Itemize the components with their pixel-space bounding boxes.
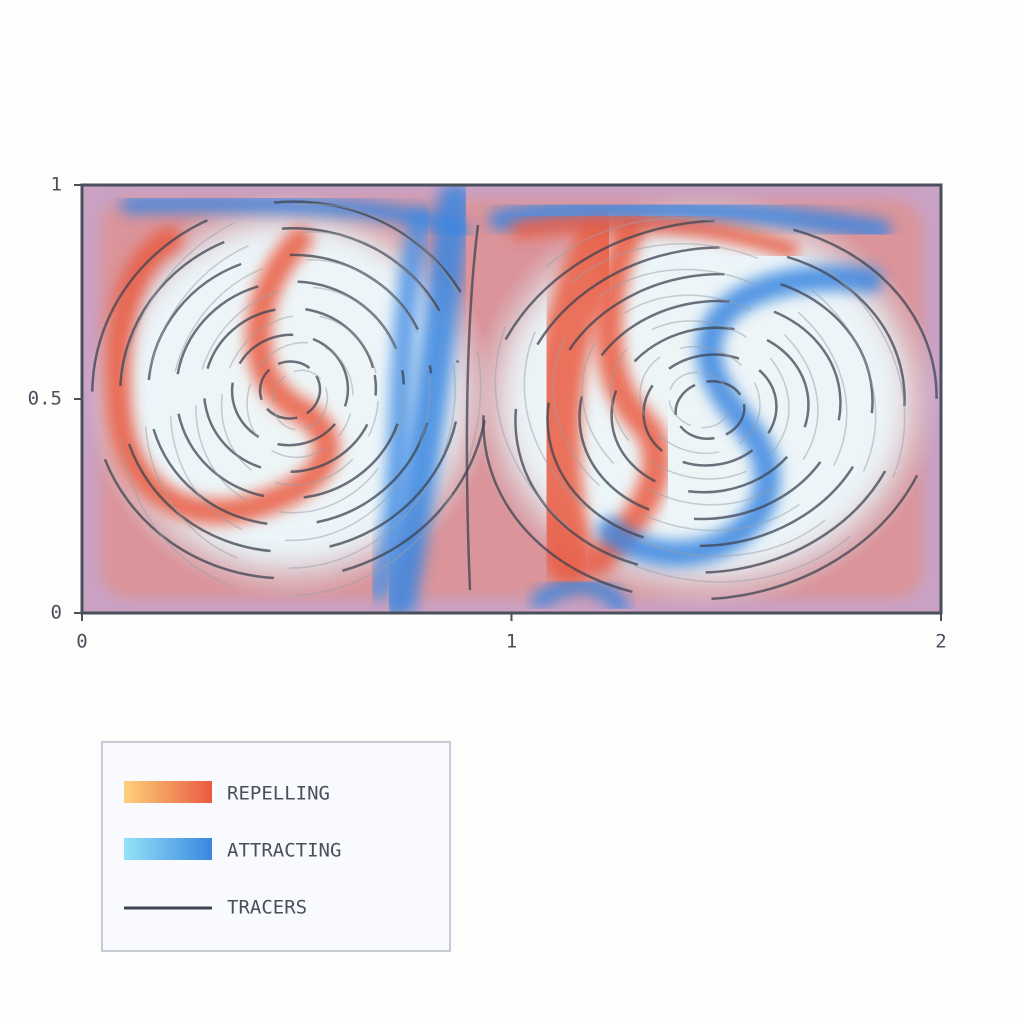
tracer xyxy=(494,217,906,583)
ftle-ridge xyxy=(104,227,340,525)
axes: 0 1 2 0 0.5 1 xyxy=(28,174,947,653)
tracer xyxy=(169,258,431,542)
tracer xyxy=(610,326,810,494)
plot-area xyxy=(82,185,941,613)
tracer xyxy=(639,345,761,455)
ftle-ridge xyxy=(511,212,799,259)
tracer xyxy=(523,243,877,557)
tracer xyxy=(674,380,746,440)
legend: REPELLING ATTRACTING TRACERS xyxy=(124,781,341,919)
y-tick-label: 1 xyxy=(51,174,62,196)
tracer xyxy=(174,280,406,500)
x-tick-label: 2 xyxy=(935,631,946,653)
tracer xyxy=(202,306,378,474)
tracer xyxy=(610,320,790,480)
tracer xyxy=(195,286,405,514)
legend-label: ATTRACTING xyxy=(227,840,341,862)
tracer xyxy=(246,341,354,459)
x-tick-label: 1 xyxy=(506,631,517,653)
legend-swatch xyxy=(124,838,212,860)
legend-label: REPELLING xyxy=(227,783,330,805)
ftle-ridge xyxy=(531,576,629,613)
ftle-ridge xyxy=(597,265,883,567)
tracer xyxy=(482,219,938,601)
tracer xyxy=(552,268,848,532)
x-tick-label: 0 xyxy=(76,631,87,653)
tracer xyxy=(271,369,329,431)
legend-swatch xyxy=(124,781,212,803)
ftle-ridge xyxy=(489,198,891,241)
tracer xyxy=(146,253,434,527)
y-tick-label: 0.5 xyxy=(28,388,62,410)
tracer xyxy=(220,314,380,486)
tracer xyxy=(668,371,732,429)
tracer xyxy=(581,294,819,506)
tracer xyxy=(119,226,461,554)
tracer xyxy=(465,224,480,591)
ftle-ridge xyxy=(530,215,625,585)
tracer xyxy=(144,231,456,569)
ftle-ridge xyxy=(383,185,472,613)
tracer xyxy=(546,272,874,548)
tracer xyxy=(514,246,906,574)
tracer xyxy=(642,353,778,467)
y-tick-label: 0 xyxy=(51,602,62,624)
tracer xyxy=(230,333,350,447)
tracer xyxy=(258,360,322,420)
tracer xyxy=(578,299,842,521)
ftle-ridge xyxy=(586,216,671,574)
legend-label: TRACERS xyxy=(227,897,307,919)
